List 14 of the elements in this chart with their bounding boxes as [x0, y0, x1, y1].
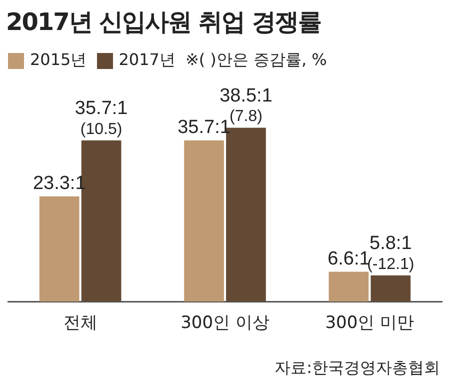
legend-label: 2017년 [118, 50, 176, 71]
x-tick-label: 300인 미만 [325, 313, 414, 334]
bar [370, 275, 411, 302]
bar [328, 272, 369, 302]
data-label: 5.8:1 (-12.1) [367, 233, 414, 273]
bar [184, 140, 224, 302]
data-label: 35.7:1 (10.5) [74, 98, 128, 138]
legend-label: 2015년 [30, 50, 87, 71]
x-tick-label: 300인 이상 [180, 313, 270, 334]
x-tick-label: 전체 [63, 313, 98, 334]
bar [39, 196, 80, 302]
chart-title: 2017년 신입사원 취업 경쟁률 [5, 7, 322, 38]
text: ※( )안은 증감률, % [185, 50, 327, 71]
text: 자료:한국경영자총협회 [274, 358, 440, 379]
